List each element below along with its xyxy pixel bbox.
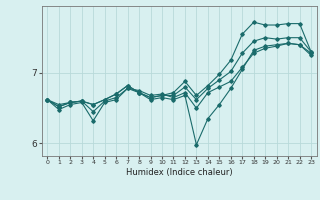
X-axis label: Humidex (Indice chaleur): Humidex (Indice chaleur) (126, 168, 233, 177)
